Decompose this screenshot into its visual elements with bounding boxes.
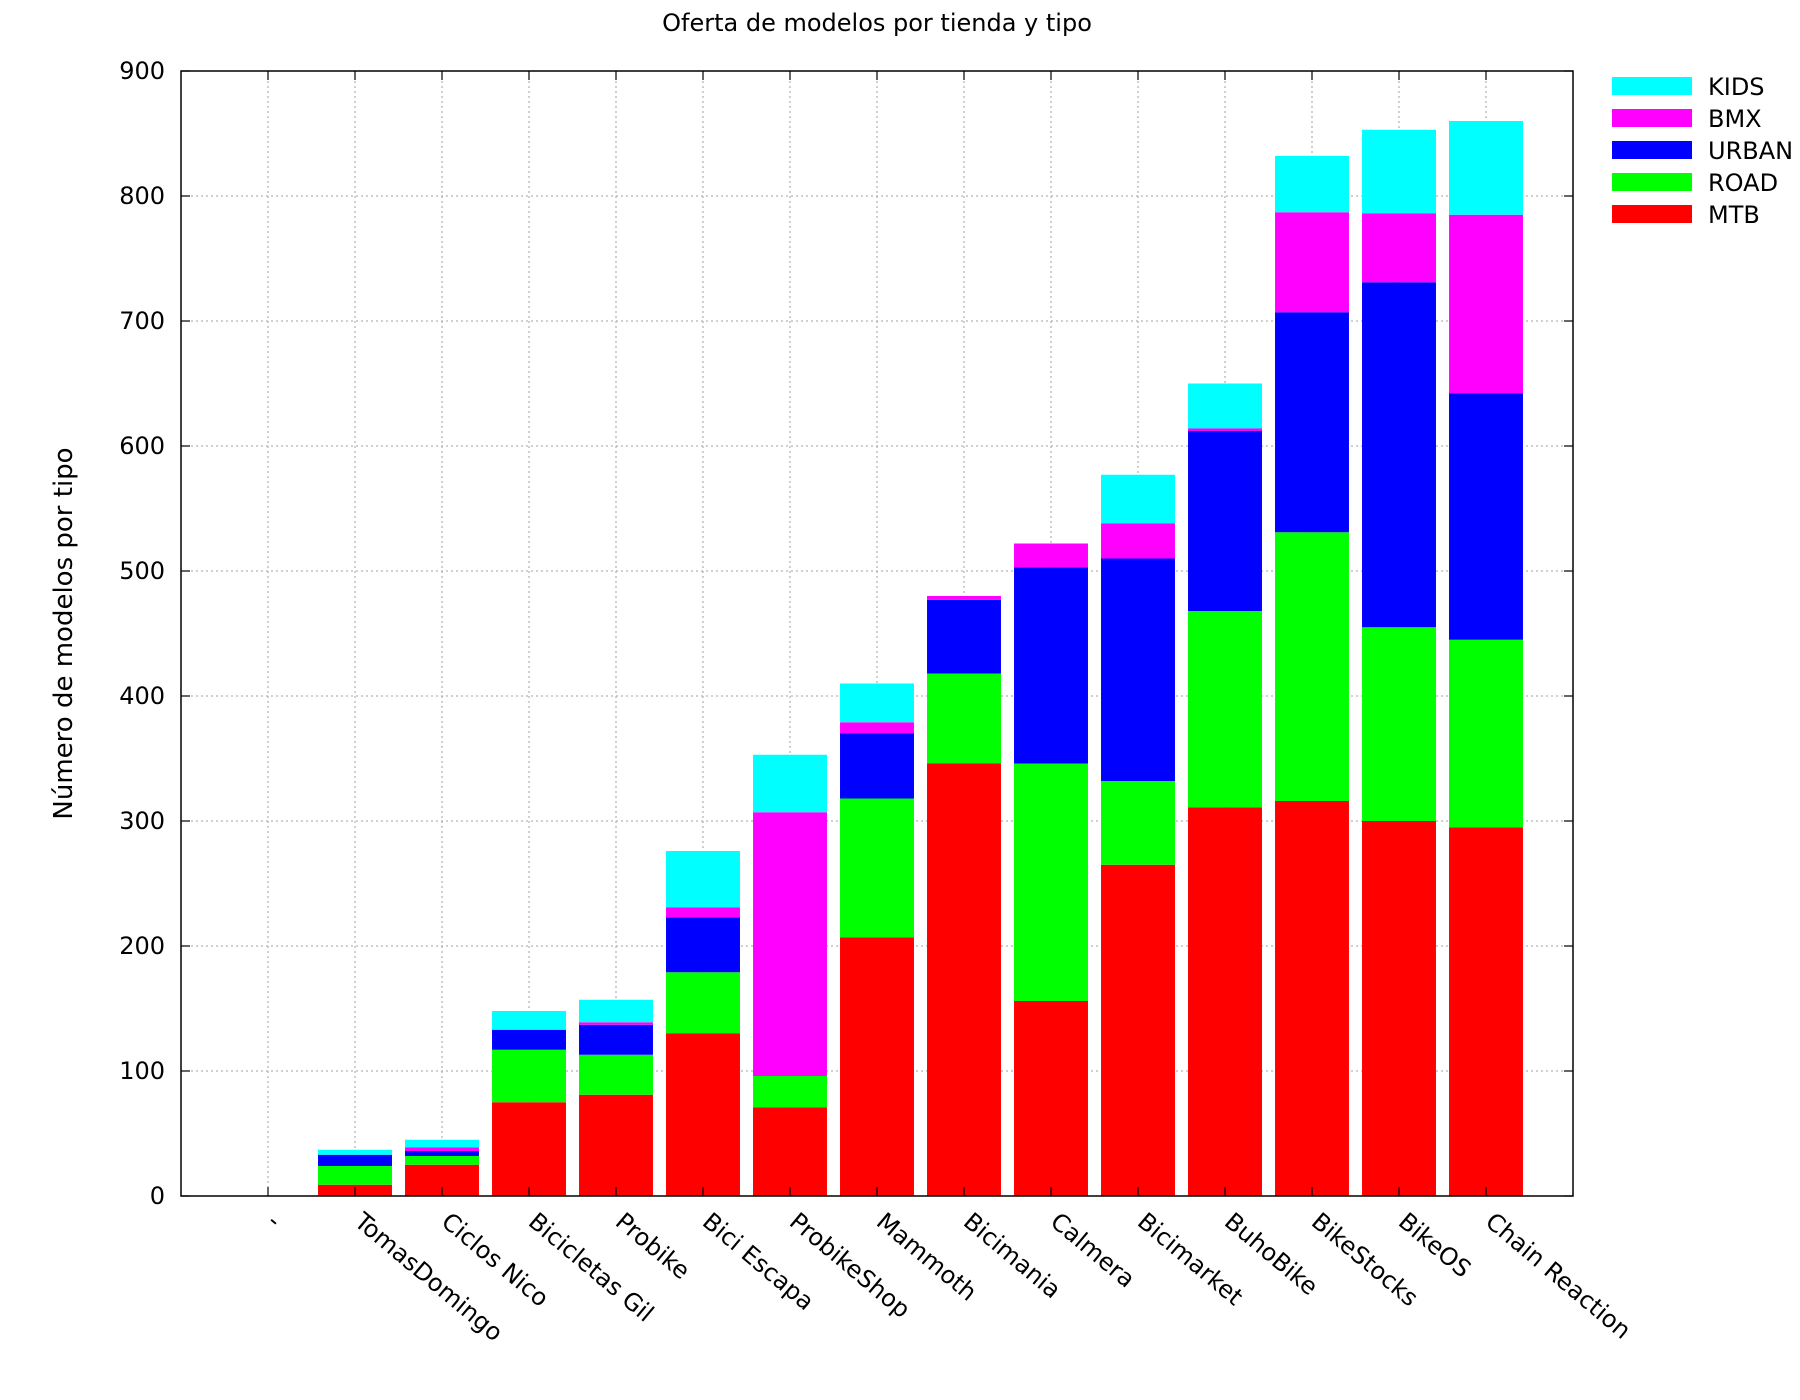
bar-segment-bmx [753,812,827,1076]
bar-segment-bmx [1188,428,1262,431]
legend-label-bmx: BMX [1708,105,1762,133]
bar-segment-mtb [666,1033,740,1196]
legend-label-road: ROAD [1708,169,1778,197]
bar-segment-kids [318,1149,392,1155]
legend-label-kids: KIDS [1708,73,1765,101]
bar-segment-road [840,798,914,938]
legend-swatch-bmx [1612,109,1692,127]
bar-segment-road [1449,639,1523,828]
x-tick-label: TomasDomingo [348,1207,508,1347]
bar-segment-urban [666,917,740,973]
bar-segment-road [1362,627,1436,821]
y-axis-title: Número de modelos por tipo [49,447,79,819]
y-tick-label: 600 [119,432,165,460]
bar-segment-kids [405,1139,479,1148]
bar-segment-mtb [1101,864,1175,1196]
bar-segment-bmx [1101,523,1175,559]
legend-swatch-mtb [1612,205,1692,223]
bar-segment-mtb [1275,801,1349,1196]
y-axis-tick-labels: 0 100 200 300 400 500 600 700 800 900 [119,57,165,1210]
bar-segment-mtb [492,1102,566,1196]
y-tick-label: 300 [119,807,165,835]
bar-segment-urban [1449,393,1523,640]
bar-segment-bmx [1014,543,1088,568]
bar-segment-mtb [1362,821,1436,1196]
y-tick-label: 400 [119,682,165,710]
bar-segment-road [492,1049,566,1103]
bar-segment-urban [318,1154,392,1166]
bar-segment-road [579,1054,653,1095]
bar-segment-kids [1188,383,1262,429]
bar-segment-kids [840,683,914,723]
bar-segment-mtb [579,1094,653,1196]
bars [318,121,1523,1196]
bar-segment-kids [753,754,827,813]
y-tick-label: 900 [119,57,165,85]
bar-segment-kids [579,999,653,1023]
bar-segment-road [666,972,740,1034]
legend-label-urban: URBAN [1708,137,1793,165]
legend: KIDS BMX URBAN ROAD MTB [1612,73,1793,229]
x-tick-label: Probike [610,1207,695,1285]
bar-segment-urban [1101,558,1175,781]
bar-segment-bmx [1362,213,1436,283]
bar-segment-urban [927,599,1001,674]
bar-segment-mtb [753,1107,827,1196]
y-tick-label: 200 [119,932,165,960]
bar-segment-bmx [579,1022,653,1025]
bar-segment-bmx [927,596,1001,600]
bar-segment-road [1188,611,1262,808]
axis-ticks [181,70,1573,1197]
bar-segment-urban [840,733,914,799]
chart-title: Oferta de modelos por tienda y tipo [662,9,1092,37]
bar-segment-road [318,1166,392,1185]
y-tick-label: 100 [119,1057,165,1085]
y-tick-label: 700 [119,307,165,335]
bar-segment-urban [1014,567,1088,764]
x-tick-label: Chain Reaction [1480,1207,1636,1344]
legend-swatch-road [1612,173,1692,191]
bar-segment-urban [1275,312,1349,533]
bar-segment-road [1275,532,1349,801]
bar-segment-bmx [666,907,740,918]
bar-segment-road [753,1076,827,1108]
legend-swatch-urban [1612,141,1692,159]
bar-segment-urban [579,1024,653,1055]
bar-segment-mtb [840,937,914,1196]
bar-segment-bmx [1275,212,1349,313]
bar-segment-urban [405,1151,479,1156]
bar-segment-bmx [405,1147,479,1151]
y-tick-label: 500 [119,557,165,585]
bar-segment-mtb [1014,1001,1088,1196]
bar-segment-urban [1188,431,1262,611]
bar-segment-urban [492,1029,566,1050]
x-tick-label: - [262,1207,287,1234]
bar-segment-kids [492,1011,566,1030]
bar-segment-road [405,1156,479,1165]
bar-segment-mtb [1188,807,1262,1196]
bar-segment-mtb [927,763,1001,1196]
bar-segment-kids [1275,156,1349,213]
bar-segment-kids [1362,129,1436,214]
bar-segment-bmx [1449,214,1523,394]
x-tick-label: BikeOS [1393,1207,1476,1283]
bar-segment-urban [1362,282,1436,628]
legend-swatch-kids [1612,77,1692,95]
y-tick-label: 0 [150,1182,165,1210]
bar-segment-road [1014,763,1088,1001]
bar-segment-road [927,673,1001,764]
bar-segment-bmx [840,722,914,734]
bar-segment-kids [1449,121,1523,215]
bar-segment-mtb [1449,827,1523,1196]
bar-segment-kids [1101,474,1175,524]
legend-label-mtb: MTB [1708,201,1760,229]
bar-segment-road [1101,781,1175,865]
bar-segment-kids [666,851,740,908]
y-tick-label: 800 [119,182,165,210]
